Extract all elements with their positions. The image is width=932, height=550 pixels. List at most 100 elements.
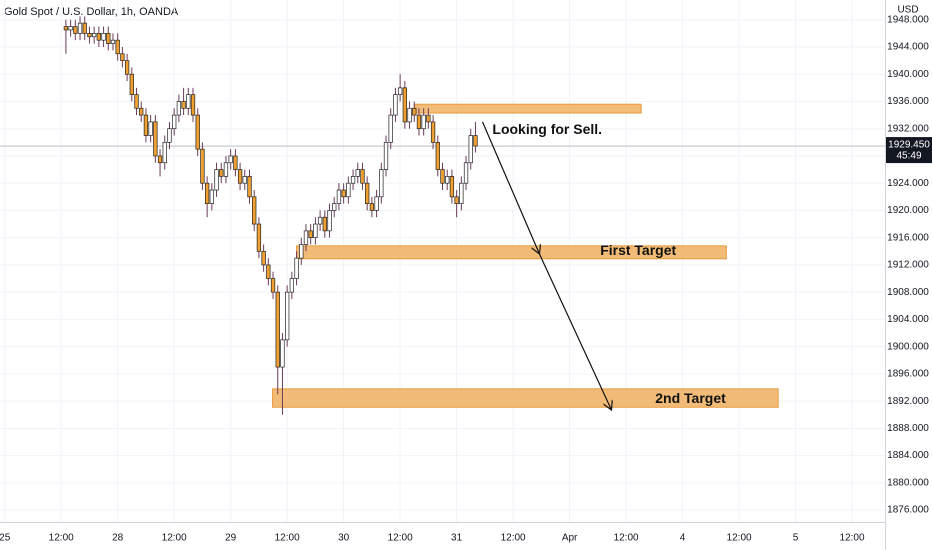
arrow [481,121,540,254]
x-tick-label: 12:00 [275,533,300,544]
candle-body [402,87,407,123]
candle-body [148,121,153,136]
candle-body [261,250,266,266]
y-tick-label: 1904.000 [887,314,929,325]
candle-body [374,196,379,211]
candle-body [237,169,243,184]
candle-body [426,114,431,123]
y-tick-label: 1940.000 [887,69,929,80]
x-tick-label: 12:00 [840,533,865,544]
x-tick-label: 12:00 [501,533,526,544]
x-tick-label: 25 [0,533,11,544]
y-tick-label: 1912.000 [887,260,929,271]
candle-body [365,182,370,204]
candle-body [412,107,417,116]
candle-body [294,257,299,279]
candle-body [256,223,262,252]
candle-body [355,169,360,177]
candle-body [115,39,120,55]
candle-body [308,230,313,239]
x-tick-label: 12:00 [49,533,74,544]
candle-body [214,169,219,191]
candle-body [172,114,177,130]
candle-body [181,101,186,109]
target-zone [413,103,642,114]
candle-body [219,169,224,177]
candle-body [209,189,214,204]
candle-body [242,176,247,184]
y-tick-label: 1876.000 [887,505,929,516]
target-zone [272,388,779,408]
candle-body [322,216,327,232]
candle-body [285,291,290,341]
y-tick-label: 1888.000 [887,423,929,434]
candle-body [106,33,111,44]
y-tick-label: 1908.000 [887,287,929,298]
x-tick-label: 30 [338,533,350,544]
candle-body [167,128,172,143]
candle-body [346,182,351,198]
candle-body [388,114,393,143]
candle-body [77,22,83,34]
y-unit: USD [897,5,918,16]
candle-body [73,26,78,34]
candle-body [369,203,375,211]
candle-body [327,210,332,232]
candle-body [303,230,309,245]
price-label: 1929.450 [888,140,930,151]
y-tick-label: 1948.000 [887,14,929,25]
candle-body [383,141,389,170]
candle-body [459,182,464,204]
candle-body [190,94,196,116]
x-tick-label: 31 [451,533,463,544]
y-tick-label: 1932.000 [887,123,929,134]
countdown: 45:49 [896,151,921,162]
candle-body [440,169,445,184]
candle-body [82,22,87,34]
candle-body [350,176,356,184]
x-tick-label: 5 [793,533,799,544]
candle-body [332,203,337,211]
candle-body [223,162,229,177]
candle-body [120,53,125,61]
candle-body [289,278,295,293]
candle-body [204,182,210,204]
candle-body [186,94,191,109]
annotation: First Target [600,242,676,258]
candle-body [407,107,412,123]
candle-body [91,33,97,38]
candle-body [195,114,200,150]
candle-body [124,60,130,75]
candle-body [96,33,102,41]
candle-body [228,155,233,164]
candle-body [468,135,473,164]
y-tick-label: 1880.000 [887,477,929,488]
candle-body [275,291,280,368]
x-tick-label: 12:00 [727,533,752,544]
y-tick-label: 1892.000 [887,396,929,407]
candle-body [449,176,455,198]
x-tick-label: 29 [225,533,237,544]
chart-title: Gold Spot / U.S. Dollar, 1h, OANDA [4,6,179,18]
candle-body [68,26,73,31]
candle-body [139,107,144,116]
price-label-box [886,137,932,164]
candle-body [313,223,318,239]
y-tick-label: 1944.000 [887,42,929,53]
annotation: Looking for Sell. [492,121,602,137]
candle-body [463,162,469,184]
x-tick-label: 12:00 [388,533,413,544]
x-tick-label: 4 [680,533,686,544]
candle-body [247,176,252,198]
candle-body [270,278,276,293]
candle-body [445,176,450,184]
candle-body [87,33,92,38]
candle-body [336,189,342,204]
candle-body [153,121,158,157]
x-tick-label: Apr [562,533,578,544]
candle-body [379,169,384,198]
candle-body [416,114,422,130]
x-tick-label: 12:00 [614,533,639,544]
